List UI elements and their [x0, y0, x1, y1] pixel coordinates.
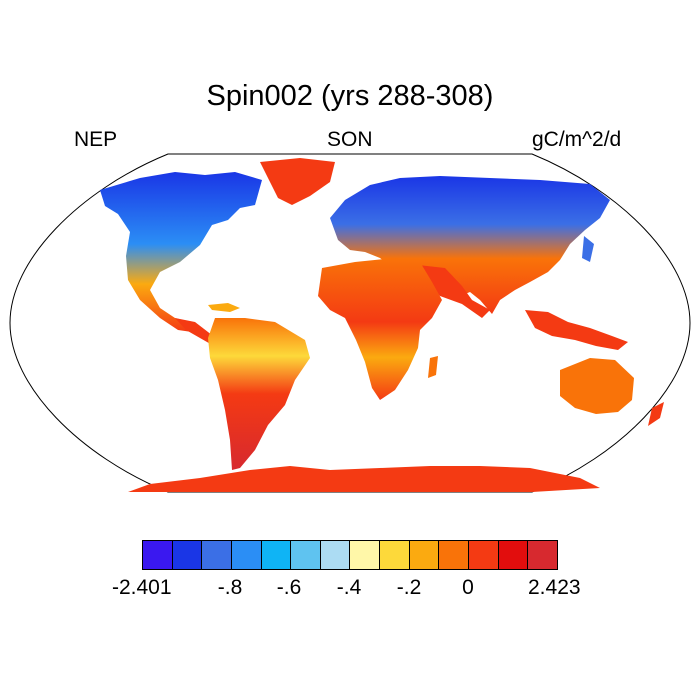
colorbar-tick-label: -.8 — [217, 576, 243, 599]
colorbar-tick-label: 0 — [462, 576, 474, 599]
colorbar-swatch — [172, 541, 203, 569]
australia — [560, 358, 634, 414]
central-america — [175, 318, 218, 346]
plot-title: Spin002 (yrs 288-308) — [206, 80, 494, 112]
south-america — [208, 318, 310, 470]
africa — [318, 258, 442, 400]
se-asia — [525, 310, 628, 350]
colorbar-swatch — [439, 541, 470, 569]
greenland — [260, 158, 335, 205]
north-america — [100, 172, 262, 332]
colorbar-tick-label: -.2 — [396, 576, 422, 599]
season-label: SON — [327, 128, 373, 151]
new-zealand — [648, 402, 664, 426]
colorbar-swatch — [498, 541, 529, 569]
units-label: gC/m^2/d — [532, 128, 622, 151]
antarctica — [128, 466, 600, 492]
colorbar-swatch — [143, 541, 173, 569]
colorbar-swatch — [261, 541, 292, 569]
colorbar-swatch — [320, 541, 351, 569]
variable-label: NEP — [74, 128, 118, 151]
caribbean — [208, 303, 240, 312]
colorbar-swatch — [202, 541, 232, 569]
colorbar-swatch — [231, 541, 262, 569]
colorbar-tick-label: 2.423 — [528, 576, 581, 599]
colorbar-tick-label: -.4 — [336, 576, 362, 599]
arabia-india — [418, 265, 490, 318]
japan — [582, 236, 594, 262]
colorbar-swatch — [350, 541, 381, 569]
colorbar-tick-label: -.6 — [276, 576, 302, 599]
colorbar — [142, 540, 558, 570]
colorbar-swatch — [469, 541, 499, 569]
eurasia — [330, 176, 610, 314]
colorbar-swatch — [380, 541, 410, 569]
colorbar-swatch — [291, 541, 321, 569]
colorbar-swatch — [528, 541, 557, 569]
colorbar-swatch — [409, 541, 440, 569]
colorbar-tick-label: -2.401 — [112, 576, 172, 599]
madagascar — [428, 356, 438, 378]
